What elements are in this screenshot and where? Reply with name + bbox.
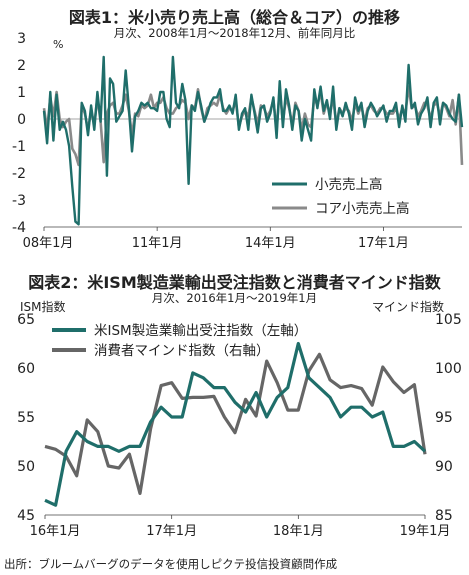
- chart2-subtitle: 月次、2016年1月～2019年1月: [151, 291, 318, 305]
- left-y-tick-label: 45: [17, 508, 35, 524]
- chart1-subtitle: 月次、2008年1月～2018年12月、前年同月比: [113, 26, 356, 40]
- x-tick-label: 17年1月: [358, 236, 409, 251]
- right-y-tick-label: 100: [435, 361, 462, 377]
- x-tick-label: 08年1月: [23, 236, 74, 251]
- y-tick-label: -2: [12, 166, 26, 182]
- chart2-title: 図表2：米ISM製造業輸出受注指数と消費者マインド指数: [28, 273, 441, 292]
- chart2-plot: ISM指数 マインド指数 65 60 55 50 45 105 100 95 90 85 16年1月 17…: [17, 299, 462, 539]
- right-y-tick-label: 95: [435, 410, 453, 426]
- left-y-tick-label: 50: [17, 459, 35, 475]
- series-line-ism: [44, 341, 427, 507]
- right-y-tick-label: 90: [435, 459, 453, 475]
- series-line-retail-total: [42, 55, 464, 226]
- y-tick-label: -4: [12, 220, 26, 236]
- source-note: 出所：ブルームバーグのデータを使用しピクテ投信投資顧問作成: [4, 557, 338, 571]
- x-tick-label: 19年1月: [400, 524, 451, 539]
- x-tick-label: 14年1月: [245, 236, 296, 251]
- series-line-sentiment: [44, 352, 427, 495]
- y-tick-label: -1: [12, 139, 26, 155]
- y-tick-label: 0: [17, 112, 26, 128]
- x-tick-label: 18年1月: [273, 524, 324, 539]
- right-axis-label: マインド指数: [372, 299, 444, 314]
- legend-label: 消費者マインド指数（右軸）: [94, 343, 270, 359]
- chart-ism-sentiment: 図表2：米ISM製造業輸出受注指数と消費者マインド指数 月次、2016年1月～2…: [0, 265, 469, 557]
- legend-label: 米ISM製造業輸出受注指数（左軸）: [94, 323, 307, 339]
- legend-label: 小売売上高: [315, 176, 383, 193]
- chart1-title: 図表1：米小売り売上高（総合＆コア）の推移: [68, 8, 401, 27]
- y-tick-label: 3: [17, 31, 26, 47]
- x-tick-label: 11年1月: [132, 236, 183, 251]
- unit-label: %: [53, 38, 63, 51]
- y-tick-label: 1: [17, 85, 26, 101]
- legend-label: コア小売売上高: [315, 200, 410, 217]
- y-tick-label: -3: [12, 193, 26, 209]
- left-y-tick-label: 60: [17, 361, 35, 377]
- right-y-tick-label: 85: [435, 508, 453, 524]
- right-y-tick-label: 105: [435, 312, 462, 328]
- chart1-plot: 3 2 1 0 -1 -2 -3 -4% 08年1月 11年1月 14年1月 17年1月 小売売上高コア…: [12, 31, 464, 251]
- left-axis-label: ISM指数: [20, 299, 66, 314]
- left-y-tick-label: 55: [17, 410, 35, 426]
- x-tick-label: 16年1月: [30, 524, 81, 539]
- left-y-tick-label: 65: [17, 312, 35, 328]
- x-tick-label: 17年1月: [146, 524, 197, 539]
- chart-retail-sales: 図表1：米小売り売上高（総合＆コア）の推移 月次、2008年1月～2018年12…: [0, 0, 469, 265]
- y-tick-label: 2: [17, 58, 26, 74]
